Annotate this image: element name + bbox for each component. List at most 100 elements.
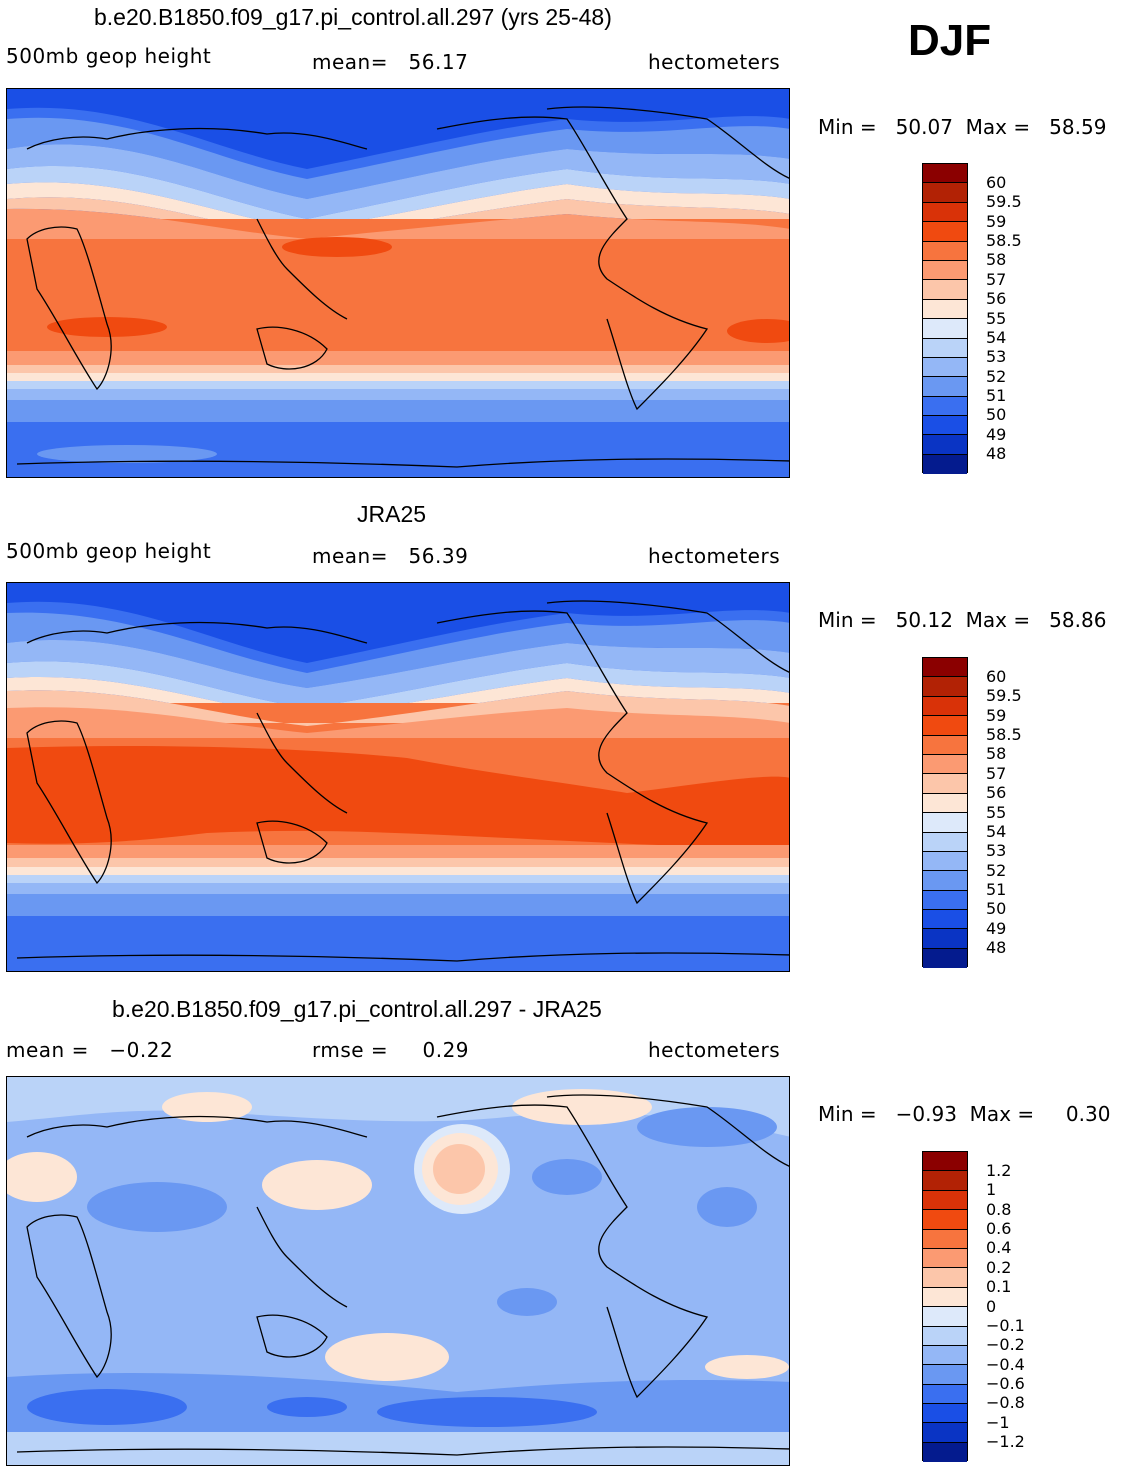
- panel2-colorbar-cell: [923, 793, 967, 814]
- panel3-colorbar-cell: [923, 1365, 967, 1385]
- panel3-colorbar-label: 0.6: [986, 1219, 1012, 1238]
- panel2-colorbar-cell: [923, 774, 967, 794]
- panel2-colorbar: [922, 657, 968, 969]
- panel1-colorbar-cell: [923, 280, 967, 300]
- panel2-colorbar-cell: [923, 851, 967, 872]
- panel1-colorbar-cell: [923, 164, 967, 184]
- panel2-colorbar-label: 58.5: [986, 725, 1022, 744]
- panel3-colorbar-label: −0.2: [986, 1335, 1025, 1354]
- panel2-colorbar-label: 57: [986, 764, 1007, 783]
- panel3-colorbar-cell: [923, 1171, 967, 1191]
- panel2-colorbar-label: 51: [986, 880, 1007, 899]
- panel1-colorbar-label: 50: [986, 405, 1007, 424]
- panel2-colorbar-label: 60: [986, 667, 1007, 686]
- panel2-colorbar-cell: [923, 696, 967, 717]
- panel3-colorbar-label: 0.2: [986, 1258, 1012, 1277]
- panel2-colorbar-label: 54: [986, 822, 1007, 841]
- panel3-colorbar-label: −0.4: [986, 1355, 1025, 1374]
- season-label: DJF: [908, 16, 992, 65]
- panel1-colorbar-label: 49: [986, 425, 1007, 444]
- panel3-colorbar-label: 0.1: [986, 1277, 1012, 1296]
- panel3-contour-field: [7, 1077, 789, 1465]
- panel1-colorbar-cell: [923, 377, 967, 397]
- panel1-colorbar-label: 55: [986, 309, 1007, 328]
- panel3-title: b.e20.B1850.f09_g17.pi_control.all.297 -…: [112, 996, 602, 1022]
- panel1-variable-label: 500mb geop height: [6, 44, 212, 68]
- panel1-colorbar: [922, 163, 968, 475]
- panel2-colorbar-cell: [923, 910, 967, 930]
- panel1-colorbar-label: 52: [986, 367, 1007, 386]
- panel1-colorbar-label: 51: [986, 386, 1007, 405]
- panel2-colorbar-label: 48: [986, 938, 1007, 957]
- panel2-colorbar-cell: [923, 754, 967, 775]
- panel2-colorbar-cell: [923, 832, 967, 852]
- panel1-units: hectometers: [648, 50, 781, 74]
- panel2-colorbar-cell: [923, 813, 967, 833]
- panel2-colorbar-label: 59.5: [986, 686, 1022, 705]
- panel3-colorbar-cell: [923, 1287, 967, 1308]
- panel1-colorbar-label: 58.5: [986, 231, 1022, 250]
- panel1-colorbar-label: 60: [986, 173, 1007, 192]
- panel2-colorbar-label: 50: [986, 899, 1007, 918]
- panel1-colorbar-label: 48: [986, 444, 1007, 463]
- panel1-colorbar-cell: [923, 416, 967, 436]
- panel3-colorbar-cell: [923, 1210, 967, 1230]
- panel2-colorbar-label: 56: [986, 783, 1007, 802]
- panel3-colorbar-cell: [923, 1190, 967, 1211]
- panel1-colorbar-label: 57: [986, 270, 1007, 289]
- panel2-contour-field: [7, 583, 789, 971]
- panel3-colorbar-label: −0.6: [986, 1374, 1025, 1393]
- panel3-map: [6, 1076, 790, 1466]
- panel2-colorbar-label: 49: [986, 919, 1007, 938]
- panel1-colorbar-cell: [923, 241, 967, 261]
- panel1-colorbar-cell: [923, 435, 967, 455]
- panel1-colorbar-cell: [923, 357, 967, 378]
- panel3-colorbar-label: −0.1: [986, 1316, 1025, 1335]
- panel1-colorbar-cell: [923, 338, 967, 358]
- panel2-colorbar-cell: [923, 929, 967, 949]
- panel2-colorbar-label: 59: [986, 706, 1007, 725]
- panel3-colorbar-cell: [923, 1326, 967, 1346]
- panel1-colorbar-label: 54: [986, 328, 1007, 347]
- panel2-colorbar-label: 52: [986, 861, 1007, 880]
- panel1-colorbar-cell: [923, 299, 967, 320]
- panel1-colorbar-cell: [923, 260, 967, 281]
- panel1-colorbar-cell: [923, 454, 967, 475]
- panel2-colorbar-label: 58: [986, 744, 1007, 763]
- panel3-rmse: rmse = 0.29: [312, 1038, 470, 1062]
- panel3-colorbar-label: 1.2: [986, 1161, 1012, 1180]
- panel2-colorbar-cell: [923, 658, 967, 678]
- panel2-colorbar-cell: [923, 948, 967, 969]
- panel1-contour-field: [7, 89, 789, 477]
- panel3-colorbar-cell: [923, 1229, 967, 1249]
- panel3-minmax: Min = −0.93 Max = 0.30: [818, 1102, 1111, 1126]
- panel1-colorbar-label: 53: [986, 347, 1007, 366]
- panel2-minmax: Min = 50.12 Max = 58.86: [818, 608, 1107, 632]
- panel1-colorbar-cell: [923, 396, 967, 417]
- panel1-mean: mean= 56.17: [312, 50, 469, 74]
- panel1-colorbar-cell: [923, 222, 967, 242]
- panel1-title: b.e20.B1850.f09_g17.pi_control.all.297 (…: [94, 4, 612, 30]
- panel3-colorbar-cell: [923, 1384, 967, 1405]
- panel2-mean: mean= 56.39: [312, 544, 469, 568]
- panel3-mean: mean = −0.22: [6, 1038, 174, 1062]
- panel2-colorbar-label: 55: [986, 803, 1007, 822]
- panel2-title: JRA25: [357, 501, 427, 527]
- panel3-colorbar-cell: [923, 1152, 967, 1172]
- panel1-colorbar-label: 59: [986, 212, 1007, 231]
- panel1-colorbar-cell: [923, 183, 967, 203]
- panel1-colorbar-cell: [923, 319, 967, 339]
- panel3-colorbar-label: 0: [986, 1297, 997, 1316]
- panel1-colorbar-label: 58: [986, 250, 1007, 269]
- panel3-colorbar-label: 1: [986, 1180, 997, 1199]
- panel1-map: [6, 88, 790, 478]
- panel3-colorbar-cell: [923, 1423, 967, 1443]
- panel2-map: [6, 582, 790, 972]
- panel1-colorbar-label: 56: [986, 289, 1007, 308]
- panel3-colorbar-label: −0.8: [986, 1393, 1025, 1412]
- panel3-colorbar-cell: [923, 1248, 967, 1269]
- panel3-colorbar-cell: [923, 1307, 967, 1327]
- panel3-colorbar-cell: [923, 1268, 967, 1288]
- panel3-colorbar-label: 0.4: [986, 1238, 1012, 1257]
- panel1-colorbar-cell: [923, 202, 967, 223]
